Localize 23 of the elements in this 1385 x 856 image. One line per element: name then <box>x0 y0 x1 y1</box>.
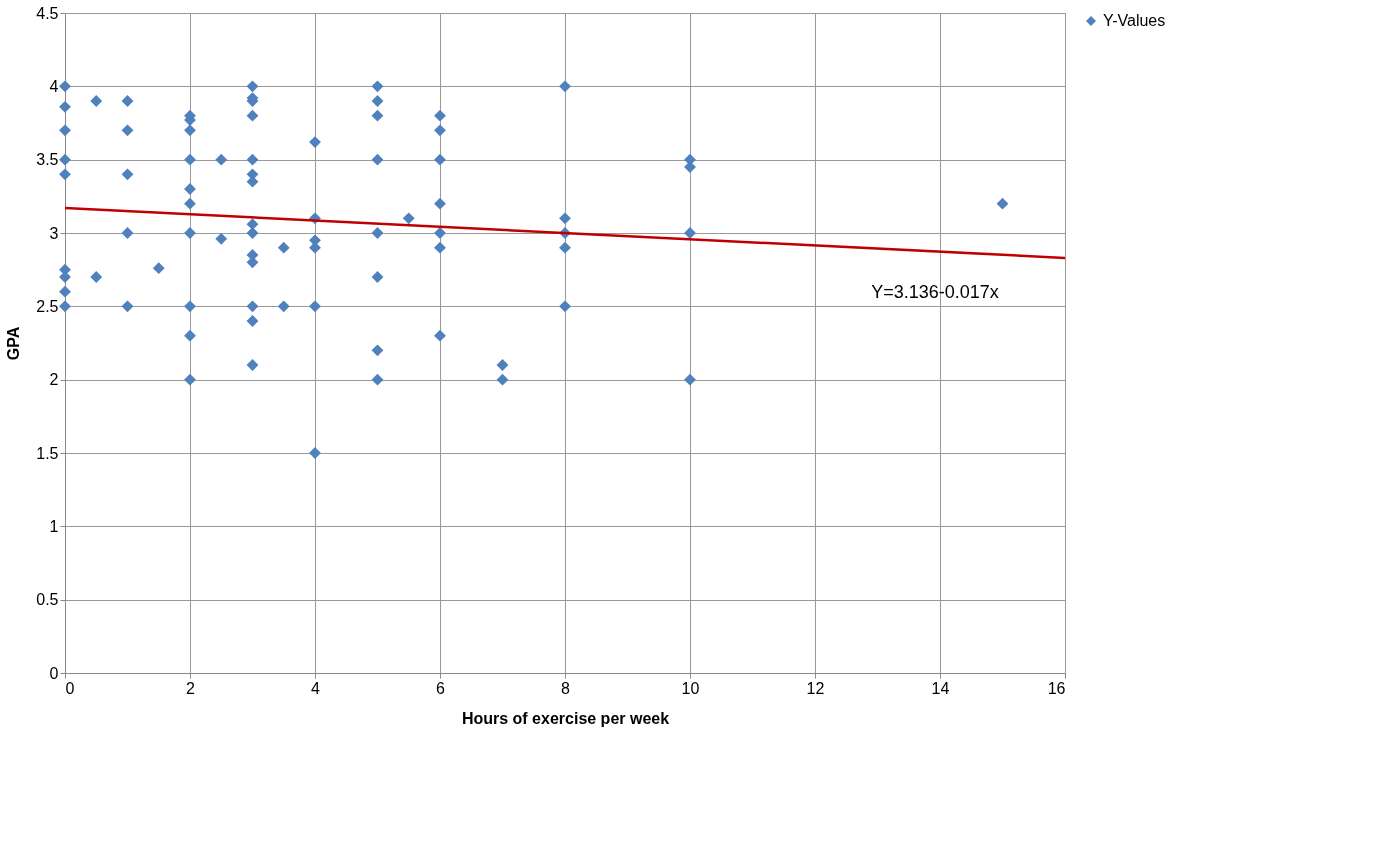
x-tick-label: 4 <box>311 679 321 697</box>
y-tick-label: 4.5 <box>36 4 59 22</box>
y-tick-label: 0 <box>49 664 59 682</box>
y-tick-label: 4 <box>49 77 59 95</box>
x-tick-label: 12 <box>806 679 825 697</box>
y-tick-label: 3 <box>49 224 59 242</box>
y-tick-label: 1 <box>49 517 59 535</box>
x-tick-label: 0 <box>65 679 75 697</box>
y-tick-label: 2.5 <box>36 297 59 315</box>
x-tick-label: 6 <box>436 679 446 697</box>
y-axis-title: GPA <box>5 326 23 361</box>
x-tick-label: 10 <box>681 679 700 697</box>
annotation: Y=3.136-0.017x <box>871 282 999 302</box>
y-tick-label: 2 <box>49 371 59 389</box>
x-tick-label: 8 <box>561 679 571 697</box>
legend-label: Y-Values <box>1103 12 1166 29</box>
x-tick-label: 16 <box>1047 679 1066 697</box>
x-axis-title: Hours of exercise per week <box>461 709 670 727</box>
x-tick-label: 14 <box>931 679 950 697</box>
x-tick-label: 2 <box>186 679 196 697</box>
y-tick-label: 3.5 <box>36 151 59 169</box>
y-tick-label: 0.5 <box>36 591 59 609</box>
y-tick-label: 1.5 <box>36 444 59 462</box>
